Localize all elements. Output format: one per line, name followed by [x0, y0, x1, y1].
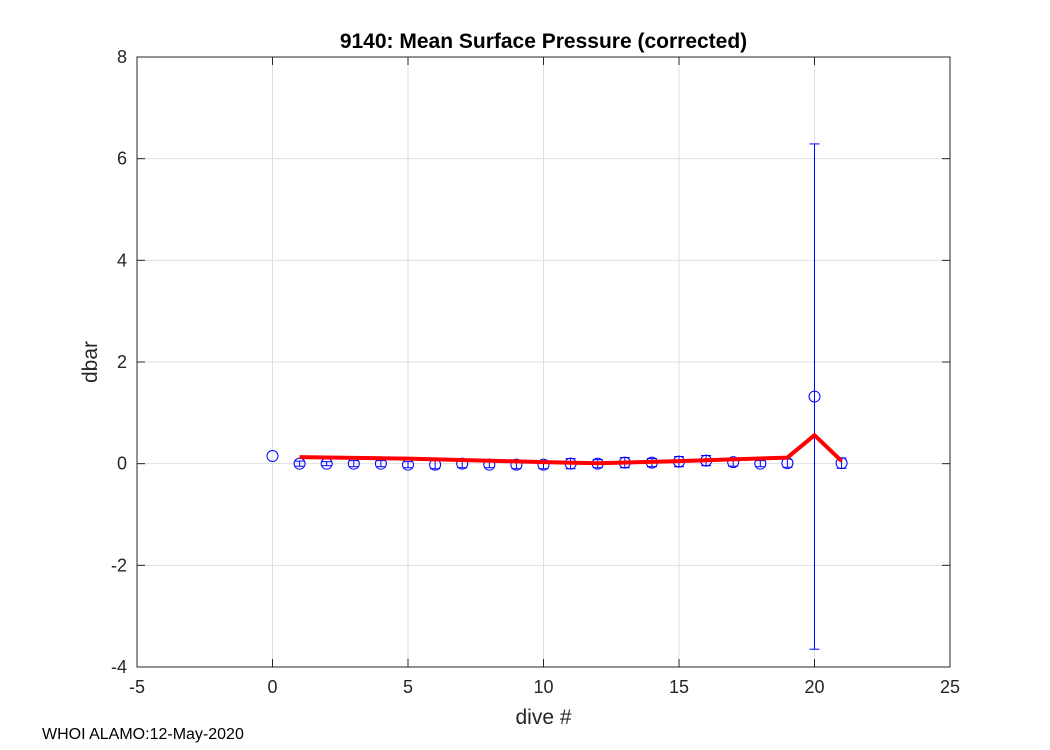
trend-line — [299, 432, 843, 466]
y-tick-label: 8 — [117, 47, 127, 67]
x-tick-label: 0 — [267, 677, 277, 697]
x-tick-label: 10 — [533, 677, 553, 697]
x-tick-label: 15 — [669, 677, 689, 697]
axis-ticks: -5 0 5 10 15 20 25 -4 -2 0 2 4 6 8 — [111, 47, 960, 697]
y-tick-label: -4 — [111, 657, 127, 677]
grid — [136, 56, 951, 668]
chart-title: 9140: Mean Surface Pressure (corrected) — [340, 30, 747, 53]
y-tick-label: 4 — [117, 250, 127, 270]
data-point — [266, 450, 279, 463]
y-axis-label: dbar — [79, 341, 102, 383]
x-tick-label: 5 — [403, 677, 413, 697]
data-point — [727, 456, 740, 469]
y-tick-label: 6 — [117, 149, 127, 169]
data-point — [808, 390, 821, 403]
y-tick-label: 2 — [117, 352, 127, 372]
data-point — [510, 458, 523, 471]
x-tick-label: 20 — [804, 677, 824, 697]
data-point — [537, 458, 550, 471]
x-tick-label: 25 — [940, 677, 960, 697]
data-point — [835, 457, 848, 470]
data-series — [266, 143, 848, 650]
footer-stamp: WHOI ALAMO:12-May-2020 — [42, 726, 244, 743]
x-axis-label: dive # — [515, 706, 571, 729]
y-tick-label: -2 — [111, 555, 127, 575]
y-tick-label: 0 — [117, 454, 127, 474]
x-tick-label: -5 — [129, 677, 145, 697]
